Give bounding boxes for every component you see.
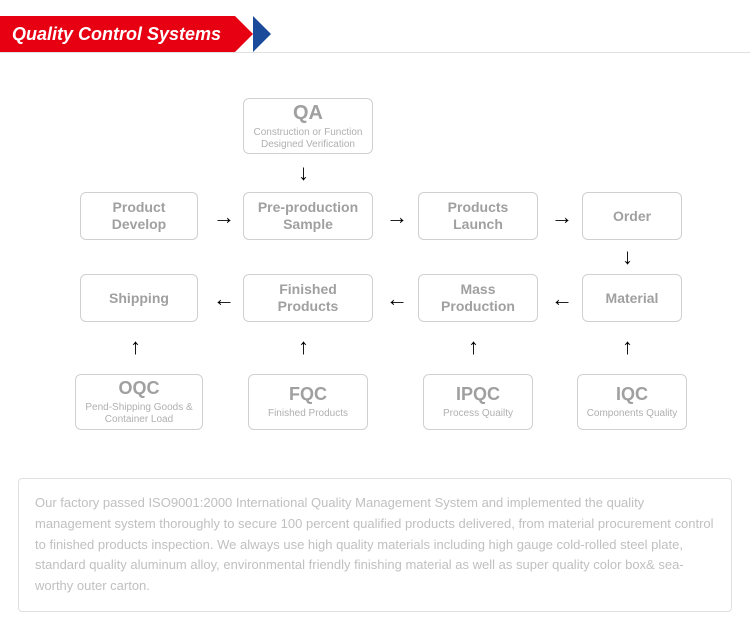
- node-title: Shipping: [109, 290, 169, 307]
- node-title: QA: [293, 101, 323, 125]
- node-material: Material: [582, 274, 682, 322]
- arrow-material-mass: ←: [551, 288, 573, 310]
- arrow-finished-shipping: ←: [213, 288, 235, 310]
- node-title: ProductsLaunch: [448, 199, 509, 233]
- node-fqc: FQC Finished Products: [248, 374, 368, 430]
- node-title: IQC: [616, 384, 648, 406]
- header-underline: [0, 52, 750, 53]
- arrow-preprod-launch: →: [386, 206, 408, 228]
- node-title: FinishedProducts: [278, 281, 339, 315]
- node-title: OQC: [118, 378, 159, 400]
- header-title: Quality Control Systems: [0, 16, 235, 52]
- arrow-order-material: ↓: [622, 246, 633, 268]
- node-launch: ProductsLaunch: [418, 192, 538, 240]
- node-title: FQC: [289, 384, 327, 406]
- arrow-qa-preprod: ↓: [298, 162, 309, 184]
- arrow-iqc-material: ↑: [622, 336, 633, 358]
- arrow-launch-order: →: [551, 206, 573, 228]
- node-mass: MassProduction: [418, 274, 538, 322]
- header-accent-triangle: [253, 16, 271, 52]
- node-oqc: OQCPend-Shipping Goods & Container Load: [75, 374, 203, 430]
- arrow-mass-finished: ←: [386, 288, 408, 310]
- node-subtitle: Components Quality: [587, 408, 678, 420]
- footer-description: Our factory passed ISO9001:2000 Internat…: [18, 478, 732, 612]
- node-order: Order: [582, 192, 682, 240]
- node-subtitle: Process Quailty: [443, 408, 513, 420]
- arrow-fqc-finished: ↑: [298, 336, 309, 358]
- header-banner: Quality Control Systems: [0, 16, 235, 52]
- node-title: Material: [606, 290, 659, 307]
- node-subtitle: Pend-Shipping Goods & Container Load: [82, 402, 196, 426]
- node-title: ProductDevelop: [112, 199, 166, 233]
- node-ipqc: IPQC Process Quailty: [423, 374, 533, 430]
- node-subtitle: Construction or Function Designed Verifi…: [250, 127, 366, 151]
- node-iqc: IQC Components Quality: [577, 374, 687, 430]
- header-title-text: Quality Control Systems: [12, 24, 221, 45]
- node-title: MassProduction: [441, 281, 515, 315]
- node-title: Order: [613, 208, 651, 225]
- node-shipping: Shipping: [80, 274, 198, 322]
- node-title: Pre-productionSample: [258, 199, 358, 233]
- arrow-ipqc-mass: ↑: [468, 336, 479, 358]
- node-preprod: Pre-productionSample: [243, 192, 373, 240]
- arrow-oqc-shipping: ↑: [130, 336, 141, 358]
- node-title: IPQC: [456, 384, 500, 406]
- arrow-develop-preprod: →: [213, 206, 235, 228]
- node-develop: ProductDevelop: [80, 192, 198, 240]
- flowchart: QAConstruction or Function Designed Veri…: [0, 80, 750, 460]
- node-qa: QAConstruction or Function Designed Veri…: [243, 98, 373, 154]
- node-subtitle: Finished Products: [268, 408, 348, 420]
- footer-text: Our factory passed ISO9001:2000 Internat…: [35, 495, 714, 593]
- node-finished: FinishedProducts: [243, 274, 373, 322]
